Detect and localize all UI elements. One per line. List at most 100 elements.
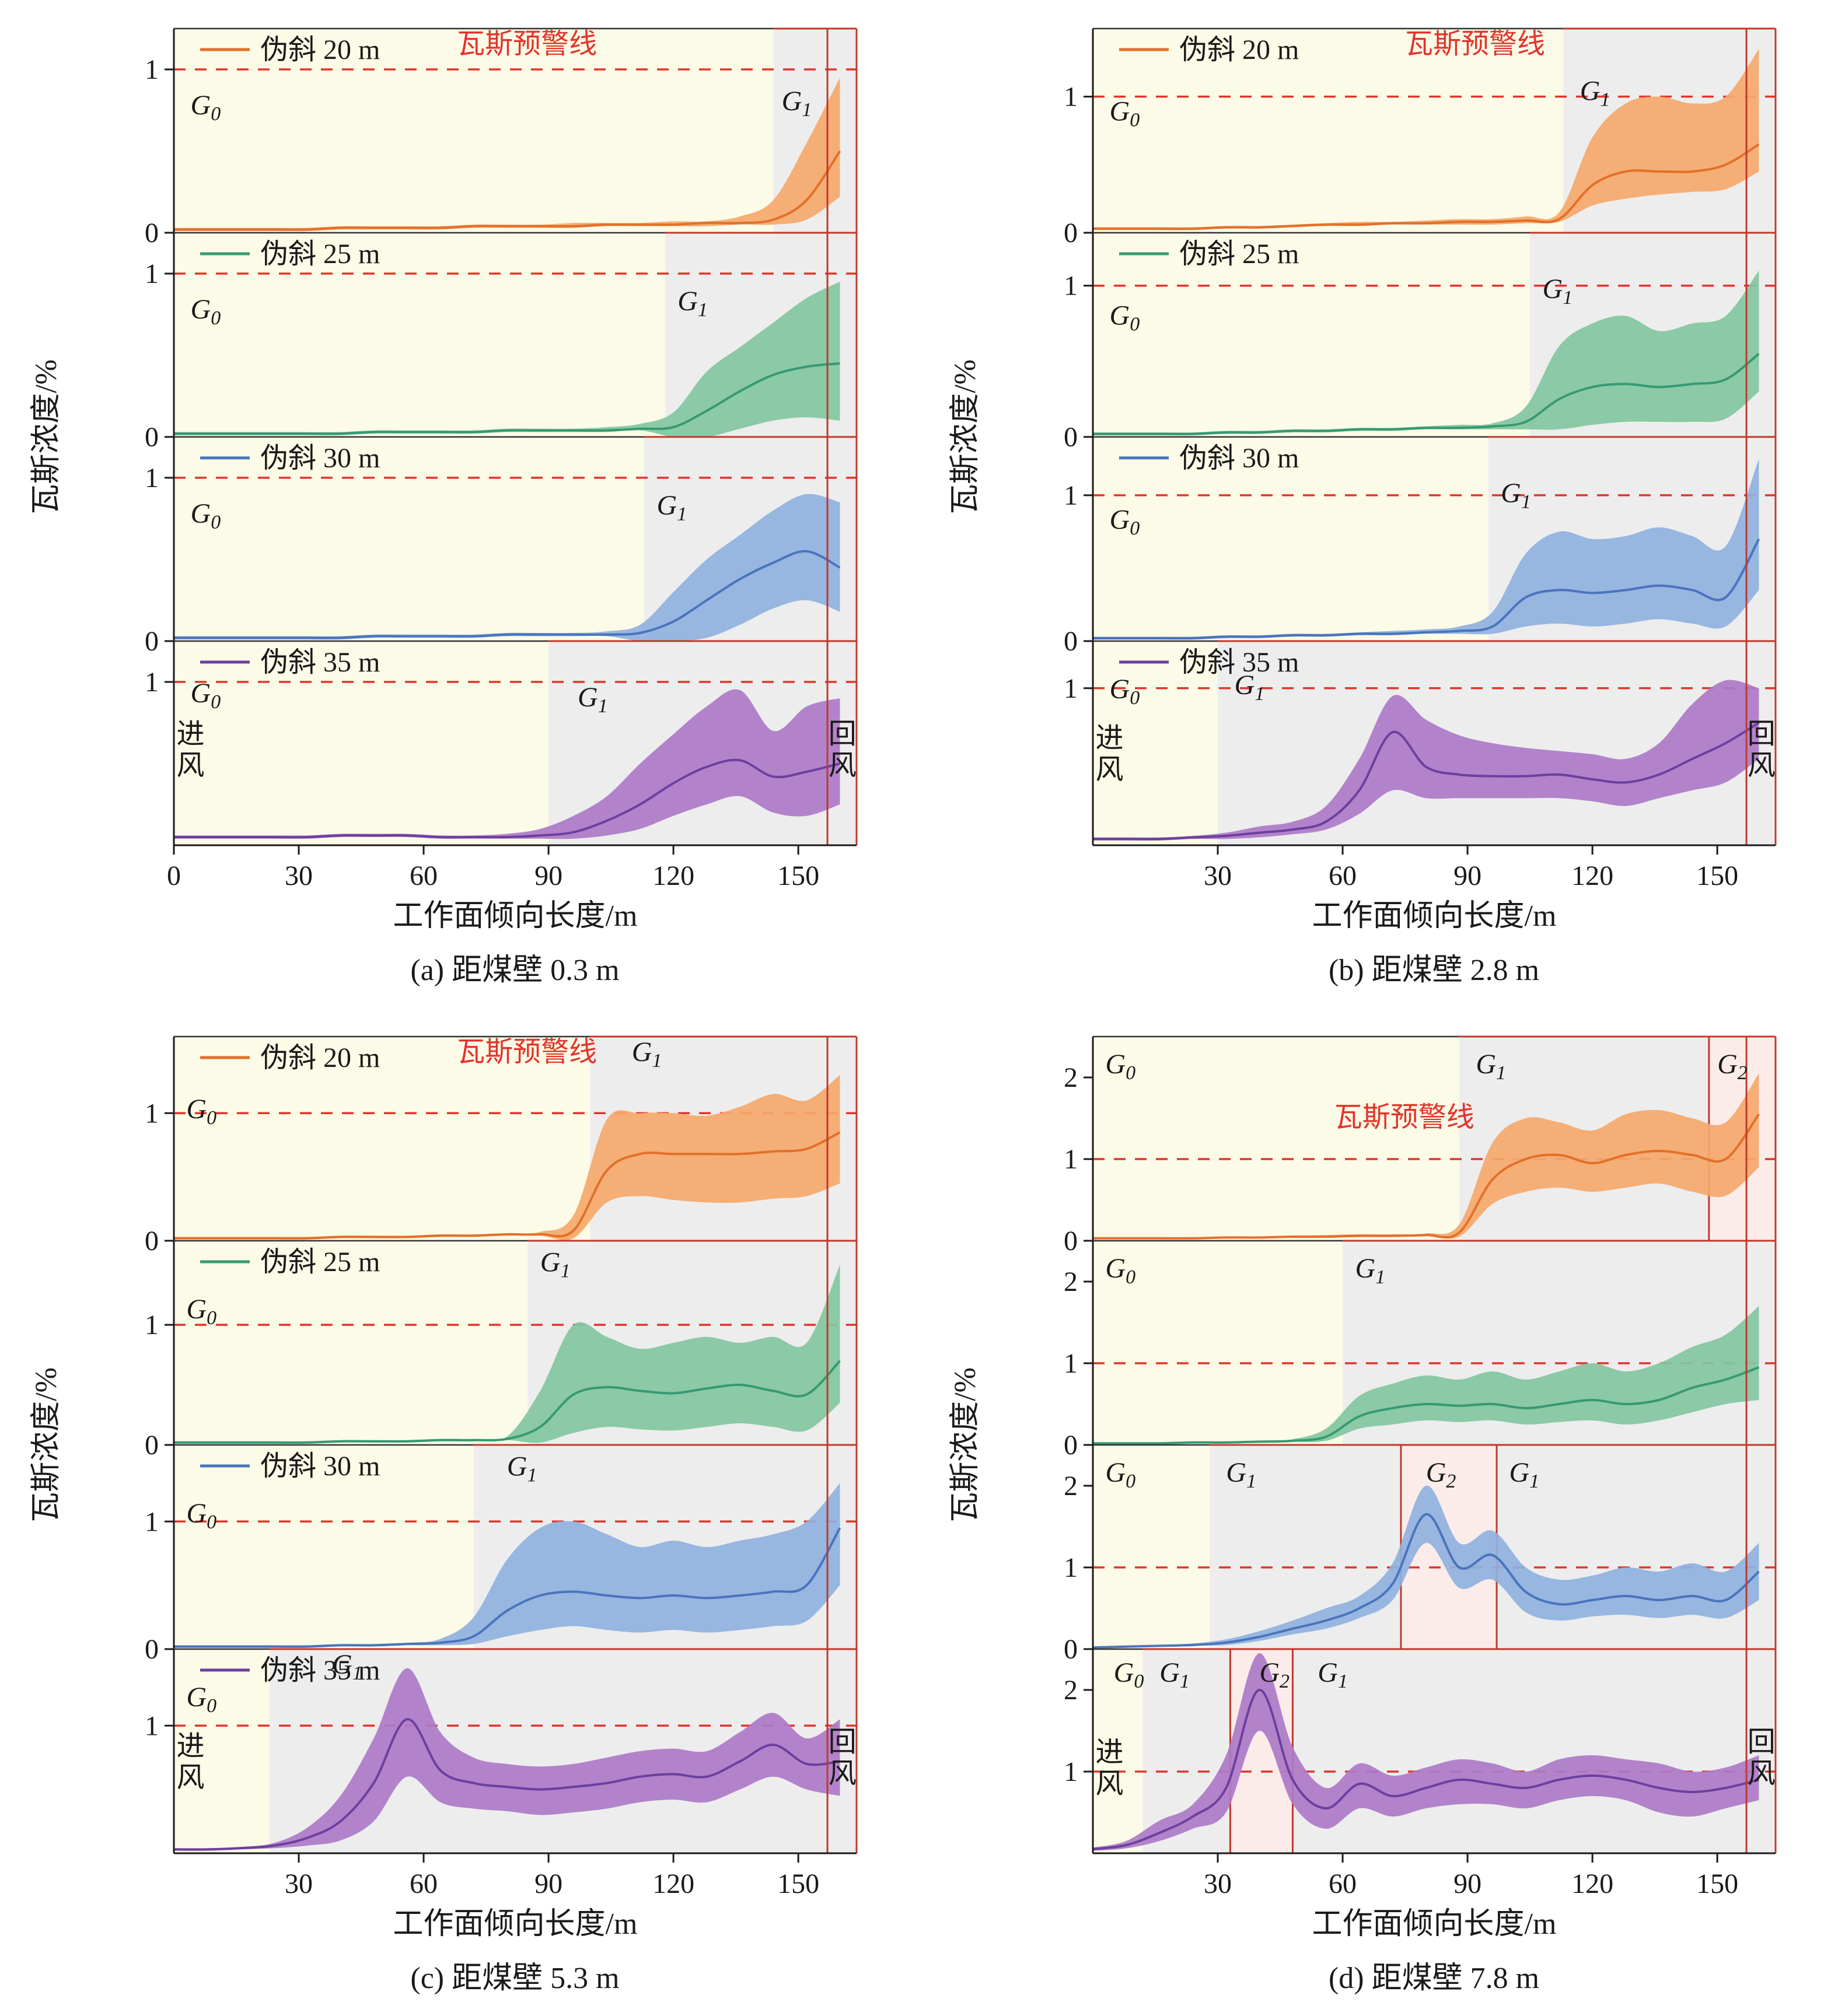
zone-label: G1 — [506, 1451, 537, 1486]
uncertainty-band — [1092, 680, 1759, 841]
y-axis-title: 瓦斯浓度/% — [949, 1367, 982, 1522]
uncertainty-band — [1092, 1073, 1759, 1239]
x-tick-label: 90 — [534, 1868, 562, 1899]
panel-b: 0 1 伪斜 20 m 瓦斯预警线 G0 G1 0 1 伪斜 25 m G0 G1 0 1 伪斜 30 m… — [919, 0, 1838, 1008]
warning-label: 瓦斯预警线 — [457, 1037, 597, 1068]
airflow-label: 回风 — [1747, 719, 1775, 781]
legend-label: 伪斜 25 m — [260, 1247, 380, 1278]
series-line — [173, 150, 841, 231]
y-axis-title: 瓦斯浓度/% — [30, 359, 63, 514]
legend-label: 伪斜 20 m — [260, 1042, 380, 1073]
series-line — [173, 1527, 841, 1648]
g0-region — [1092, 436, 1488, 641]
zone-label: G0 — [1105, 1457, 1135, 1492]
uncertainty-band — [173, 1668, 840, 1851]
g0-region — [173, 232, 665, 437]
legend-label: 伪斜 35 m — [260, 647, 380, 678]
g0-region — [173, 640, 548, 845]
legend-label: 伪斜 30 m — [1179, 443, 1299, 474]
y-tick-label: 1 — [145, 1310, 159, 1340]
x-tick-label: 150 — [777, 1868, 819, 1899]
y-tick-label: 2 — [1064, 1675, 1078, 1706]
legend-label: 伪斜 30 m — [260, 443, 380, 474]
x-axis-title: 工作面倾向长度/m — [1312, 900, 1556, 933]
y-tick-label: 2 — [1064, 1471, 1078, 1502]
y-tick-label: 1 — [1064, 1144, 1078, 1175]
y-tick-label: 1 — [145, 667, 159, 698]
g0-region — [1092, 1648, 1143, 1853]
x-tick-label: 60 — [410, 1868, 438, 1899]
uncertainty-band — [173, 1074, 840, 1240]
x-tick-label: 30 — [1204, 1868, 1232, 1899]
y-tick-label: 1 — [145, 1506, 159, 1537]
zone-label: G1 — [631, 1037, 662, 1072]
y-axis-title: 瓦斯浓度/% — [949, 359, 982, 514]
y-tick-label: 0 — [145, 1430, 159, 1461]
airflow-label: 进风 — [1095, 1737, 1123, 1799]
y-tick-label: 0 — [1064, 1226, 1078, 1256]
y-axis-title: 瓦斯浓度/% — [30, 1367, 63, 1522]
zone-label: G0 — [1109, 96, 1140, 131]
g0-region — [173, 1648, 270, 1853]
series-line — [1092, 1113, 1760, 1240]
x-tick-label: 150 — [1696, 860, 1738, 891]
x-tick-label: 120 — [1571, 860, 1613, 891]
x-tick-label: 30 — [285, 860, 313, 891]
series-line — [173, 550, 840, 639]
g0-region — [1092, 640, 1218, 845]
zone-label: G0 — [190, 90, 221, 125]
y-tick-label: 0 — [1064, 1634, 1078, 1665]
panel-d: 0 1 2 瓦斯预警线 G0 G1 G2 0 1 2 G0 G1 0 1 2 G0 G1 G2 G1 1 2 G0 G1 G2… — [919, 1008, 1838, 2016]
x-tick-label: 30 — [1204, 860, 1232, 891]
uncertainty-band — [1092, 459, 1759, 640]
series-line — [1092, 538, 1760, 639]
panel-d-caption: (d) 距煤壁 7.8 m — [1328, 1961, 1540, 1995]
legend-label: 伪斜 30 m — [260, 1451, 380, 1482]
series-line — [1092, 1366, 1759, 1444]
y-tick-label: 1 — [1064, 1348, 1078, 1379]
legend-label: 伪斜 35 m — [260, 1655, 380, 1686]
warning-label: 瓦斯预警线 — [1405, 29, 1545, 60]
series-line — [173, 1130, 840, 1240]
y-tick-label: 0 — [145, 626, 159, 657]
panel-c: 0 1 伪斜 20 m 瓦斯预警线 G0 G1 0 1 伪斜 25 m G0 G1 0 1 伪斜 30 m… — [0, 1008, 919, 2016]
uncertainty-band — [173, 1483, 840, 1648]
series-line — [173, 362, 840, 435]
g0-region — [173, 436, 644, 641]
y-tick-label: 0 — [1064, 626, 1078, 657]
y-tick-label: 1 — [145, 463, 159, 494]
zone-label: G2 — [1425, 1457, 1456, 1492]
legend-label: 伪斜 20 m — [260, 34, 380, 65]
panel-b-caption: (b) 距煤壁 2.8 m — [1328, 953, 1540, 987]
series-line — [1092, 1513, 1760, 1648]
panel-a-caption: (a) 距煤壁 0.3 m — [410, 953, 620, 987]
x-tick-label: 150 — [777, 860, 819, 891]
g0-region — [173, 1036, 590, 1241]
g0-region — [1092, 1444, 1210, 1649]
y-tick-label: 1 — [1064, 1756, 1078, 1787]
y-tick-label: 2 — [1064, 1062, 1078, 1093]
warning-label: 瓦斯预警线 — [457, 29, 597, 60]
y-tick-label: 1 — [145, 258, 159, 289]
x-tick-label: 60 — [1329, 860, 1357, 891]
y-tick-label: 1 — [145, 1098, 159, 1129]
uncertainty-band — [1092, 1485, 1759, 1648]
y-tick-label: 0 — [145, 1634, 159, 1665]
series-line — [1092, 352, 1760, 435]
uncertainty-band — [173, 494, 840, 641]
panel-a: 0 1 伪斜 20 m 瓦斯预警线 G0 G1 0 1 伪斜 25 m G0 G1 0 1 伪斜 30 m… — [0, 0, 919, 1008]
uncertainty-band — [1092, 1306, 1759, 1444]
series-line — [1092, 721, 1760, 840]
x-tick-label: 0 — [167, 860, 181, 891]
g0-region — [1092, 28, 1563, 233]
y-tick-label: 1 — [145, 54, 159, 85]
y-tick-label: 0 — [145, 1226, 159, 1256]
uncertainty-band — [173, 1264, 840, 1444]
g0-region — [1092, 232, 1530, 437]
airflow-label: 回风 — [1747, 1727, 1775, 1789]
y-tick-label: 1 — [1064, 480, 1078, 511]
x-tick-label: 120 — [1571, 1868, 1613, 1899]
series-line — [173, 758, 840, 838]
